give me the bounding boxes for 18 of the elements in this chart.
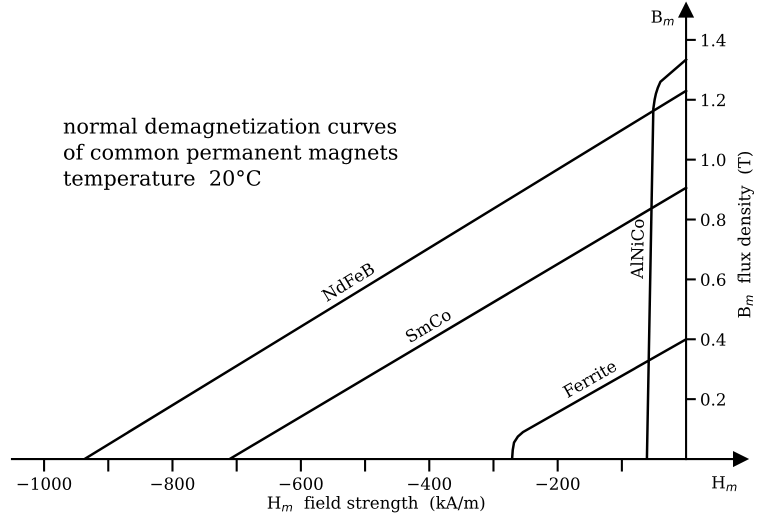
y-tick-label: 1.0: [702, 154, 726, 166]
x-axis-title: H$_{m}$ field strength (kA/m): [268, 496, 484, 512]
x-tick-label: −800: [151, 477, 194, 490]
y-tick-label: 1.2: [702, 94, 725, 106]
x-tick-label: −1000: [18, 477, 72, 490]
x-tick-label: −600: [280, 477, 323, 490]
y-tick-label: 0.8: [701, 213, 726, 226]
y-tick-label: 0.4: [701, 333, 726, 346]
text: normal demagnetization curves of common permanent magnets temperature 20°C: [64, 118, 398, 190]
text: AlNiCo: [630, 219, 644, 279]
x-tick-label: −400: [408, 477, 452, 490]
text: H$_{m}$: [712, 476, 736, 492]
x-tick-label: −200: [536, 477, 580, 490]
y-tick-label: 0.2: [701, 393, 725, 406]
annotation: B$_{m}$: [652, 10, 674, 26]
y-tick-label: 1.4: [702, 34, 726, 46]
y-tick-label: 0.6: [701, 273, 726, 286]
y-axis-title: B$_{m}$ flux density (T): [738, 152, 754, 318]
